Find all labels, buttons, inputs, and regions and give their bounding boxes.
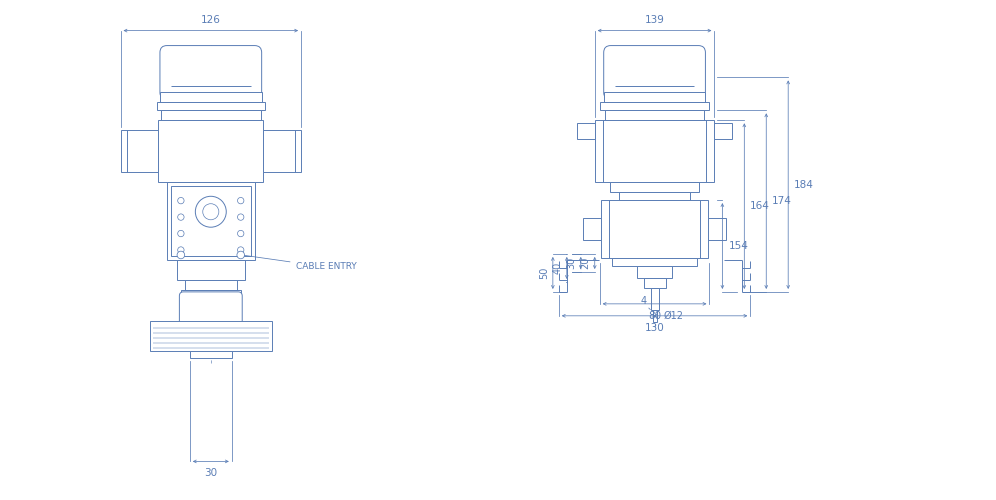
Bar (190, 350, 232, 358)
Text: 174: 174 (772, 196, 792, 206)
Circle shape (237, 247, 244, 253)
Bar (619, 192, 690, 200)
Circle shape (237, 198, 244, 204)
Bar (167, 182, 255, 260)
Text: 80: 80 (648, 311, 661, 321)
Circle shape (177, 247, 184, 253)
Text: 40: 40 (553, 262, 563, 274)
Circle shape (237, 251, 244, 259)
FancyBboxPatch shape (604, 46, 705, 100)
Circle shape (177, 251, 184, 259)
Bar (185, 280, 237, 290)
Text: 30: 30 (204, 468, 217, 478)
Text: 184: 184 (794, 180, 814, 190)
Bar (650, 288, 658, 310)
FancyBboxPatch shape (179, 292, 242, 330)
Bar (171, 186, 251, 256)
Bar (610, 182, 699, 192)
Bar (600, 102, 709, 110)
Text: 126: 126 (201, 14, 221, 24)
Bar (181, 290, 241, 296)
Circle shape (177, 214, 184, 220)
Text: 4: 4 (640, 296, 646, 306)
Text: 30: 30 (567, 257, 577, 269)
Bar (161, 110, 261, 120)
Bar (177, 260, 245, 280)
Bar (121, 130, 158, 172)
Bar (708, 218, 726, 240)
Text: CABLE ENTRY: CABLE ENTRY (244, 256, 357, 272)
Circle shape (177, 198, 184, 204)
Bar (601, 200, 708, 258)
Bar (157, 102, 265, 110)
Bar (613, 258, 697, 266)
Circle shape (237, 214, 244, 220)
Text: 50: 50 (539, 266, 549, 279)
Bar (714, 123, 732, 139)
Bar (652, 310, 656, 322)
FancyBboxPatch shape (160, 46, 262, 100)
Bar (577, 123, 595, 139)
Circle shape (177, 230, 184, 236)
Bar (583, 218, 601, 240)
Bar (637, 266, 672, 278)
Bar (604, 92, 705, 102)
Circle shape (195, 196, 226, 227)
Bar (595, 120, 714, 182)
Text: 20: 20 (581, 257, 591, 269)
Bar (643, 278, 665, 288)
Circle shape (203, 204, 219, 220)
Bar (263, 130, 301, 172)
Bar (150, 321, 272, 350)
Text: 154: 154 (728, 241, 748, 251)
Text: Ø12: Ø12 (663, 311, 683, 321)
Text: 164: 164 (750, 201, 770, 211)
Circle shape (237, 230, 244, 236)
Text: 130: 130 (644, 323, 664, 333)
Bar (158, 120, 263, 182)
Text: 139: 139 (644, 14, 664, 24)
Bar (160, 92, 262, 102)
Bar (605, 110, 704, 120)
